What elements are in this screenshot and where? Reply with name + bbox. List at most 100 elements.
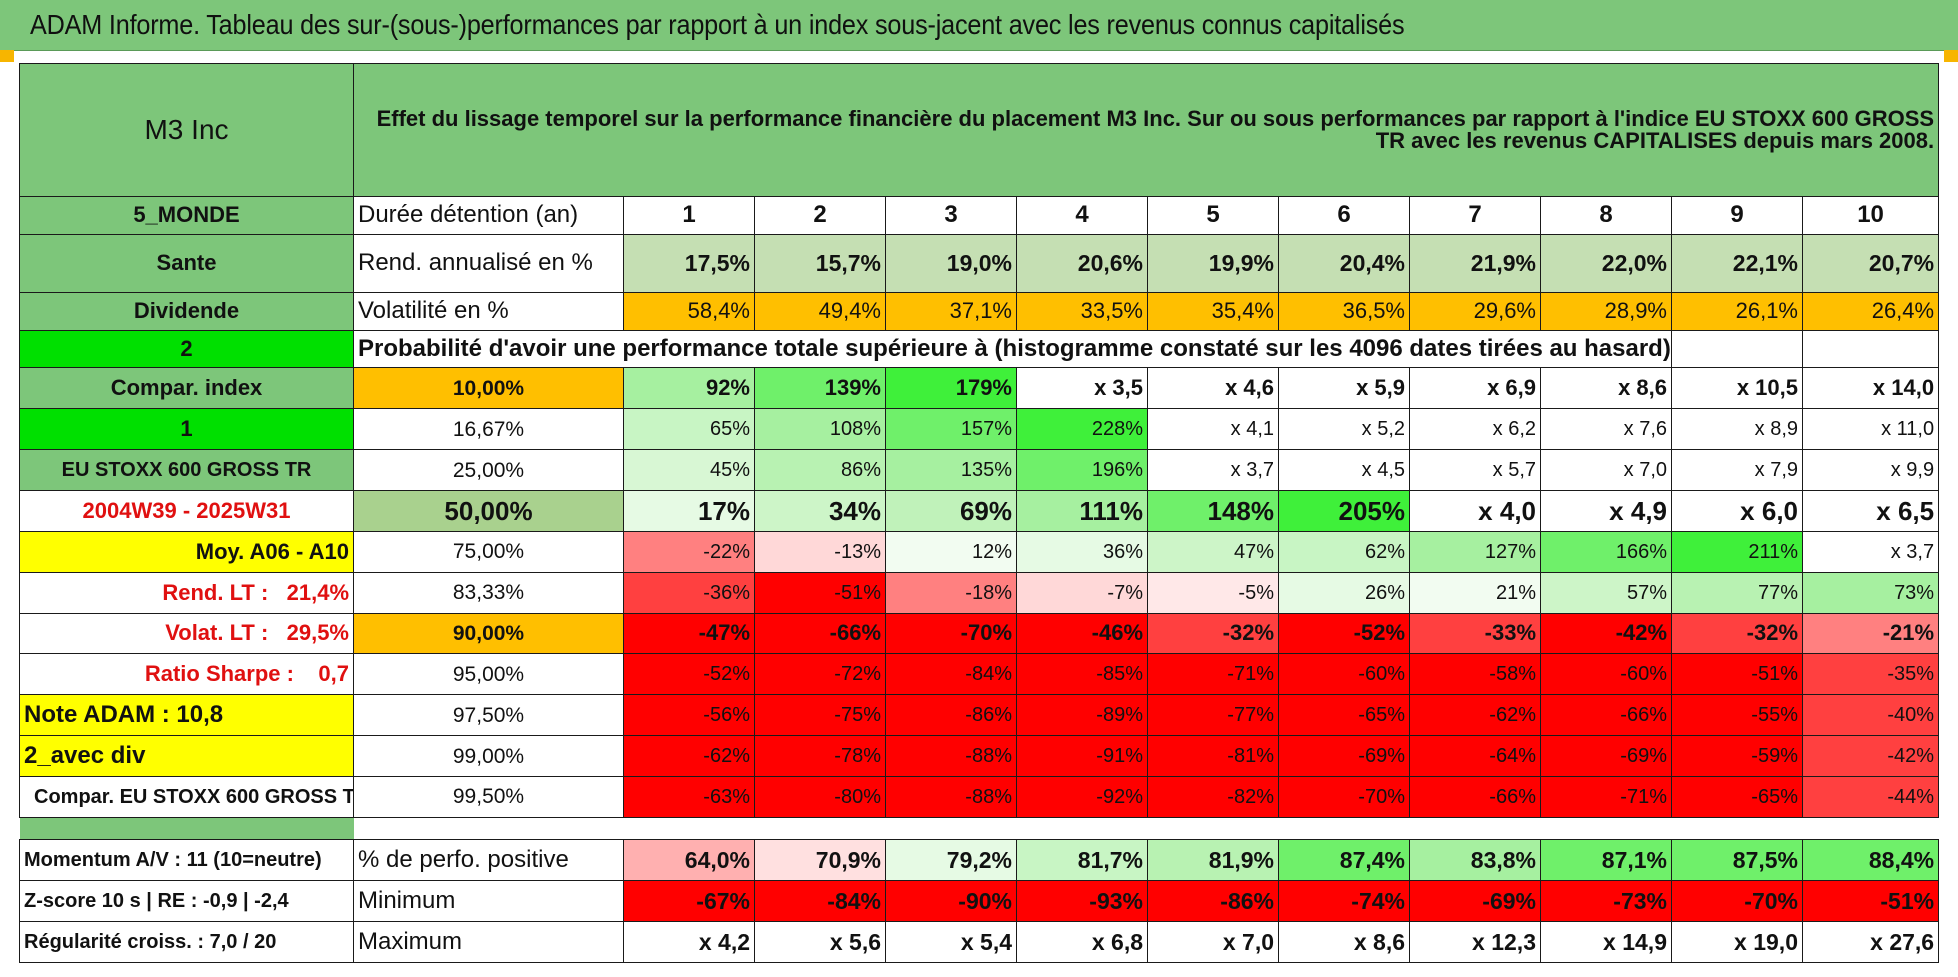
maximum-cell: x 7,0 bbox=[1147, 921, 1279, 963]
volatility-cell: 37,1% bbox=[885, 291, 1017, 331]
performance-cell: -86% bbox=[885, 694, 1017, 737]
performance-cell: 77% bbox=[1671, 571, 1803, 614]
performance-cell: 228% bbox=[1016, 408, 1148, 451]
performance-cell: 196% bbox=[1016, 449, 1148, 491]
performance-cell: x 5,2 bbox=[1278, 408, 1410, 451]
probability-level: 75,00% bbox=[353, 530, 624, 573]
performance-cell: x 3,5 bbox=[1016, 367, 1148, 410]
performance-cell: -89% bbox=[1016, 694, 1148, 737]
performance-cell: 73% bbox=[1801, 571, 1940, 614]
positive-cell: 87,5% bbox=[1671, 839, 1803, 882]
performance-cell: x 4,0 bbox=[1409, 489, 1541, 532]
probability-row: Rend. LT : 21,4% 83,33% -36% -51% -18% -7% -5… bbox=[19, 571, 1940, 614]
spacer-cell bbox=[353, 817, 1939, 840]
sharpe-ratio: Ratio Sharpe : 0,7 bbox=[19, 653, 354, 696]
maximum-cell: x 12,3 bbox=[1409, 921, 1541, 963]
performance-cell: -85% bbox=[1016, 653, 1148, 696]
performance-cell: -55% bbox=[1671, 694, 1803, 737]
minimum-label: Minimum bbox=[353, 880, 624, 923]
return-cell: 19,9% bbox=[1147, 233, 1279, 293]
performance-cell: -52% bbox=[1278, 612, 1410, 655]
adam-score: Note ADAM : 10,8 bbox=[19, 694, 354, 737]
performance-cell: -70% bbox=[1278, 776, 1410, 818]
performance-cell: x 6,2 bbox=[1409, 408, 1541, 451]
years-label: Durée détention (an) bbox=[353, 195, 624, 235]
performance-cell: -18% bbox=[885, 571, 1017, 614]
long-term-return: Rend. LT : 21,4% bbox=[19, 571, 354, 614]
performance-cell: 26% bbox=[1278, 571, 1410, 614]
volatility-cell: 33,5% bbox=[1016, 291, 1148, 331]
performance-cell: 92% bbox=[623, 367, 755, 410]
volatility-cell: 26,1% bbox=[1671, 291, 1803, 331]
table-description: Effet du lissage temporel sur la perform… bbox=[352, 63, 1940, 197]
performance-cell: -13% bbox=[754, 530, 886, 573]
positive-cell: 70,9% bbox=[754, 839, 886, 882]
positive-cell: 81,9% bbox=[1147, 839, 1279, 882]
year-header-cell: 2 bbox=[754, 195, 886, 235]
performance-cell: -77% bbox=[1147, 694, 1279, 737]
performance-cell: x 6,9 bbox=[1409, 367, 1541, 410]
performance-cell: -5% bbox=[1147, 571, 1279, 614]
probability-row: EU STOXX 600 GROSS TR 25,00% 45% 86% 135% 19… bbox=[19, 449, 1940, 491]
performance-cell: 127% bbox=[1409, 530, 1541, 573]
year-header-cell: 6 bbox=[1278, 195, 1410, 235]
volatility-cell: 28,9% bbox=[1540, 291, 1672, 331]
comparison-name: Compar. EU STOXX 600 GROSS TR bbox=[19, 776, 354, 818]
performance-cell: 166% bbox=[1540, 530, 1672, 573]
performance-cell: 47% bbox=[1147, 530, 1279, 573]
period-label: 2004W39 - 2025W31 bbox=[19, 489, 354, 532]
performance-cell: -65% bbox=[1278, 694, 1410, 737]
performance-cell: -66% bbox=[754, 612, 886, 655]
probability-title: Probabilité d'avoir une performance tota… bbox=[353, 329, 1672, 369]
performance-cell: -40% bbox=[1801, 694, 1940, 737]
selector-value-1[interactable]: 2 bbox=[19, 329, 354, 369]
probability-row: Ratio Sharpe : 0,7 95,00% -52% -72% -84% -85… bbox=[19, 653, 1940, 696]
probability-level: 50,00% bbox=[353, 489, 624, 532]
positive-cell: 64,0% bbox=[623, 839, 755, 882]
performance-cell: x 11,0 bbox=[1801, 408, 1940, 451]
performance-cell: x 8,9 bbox=[1671, 408, 1803, 451]
performance-cell: -91% bbox=[1016, 735, 1148, 777]
positive-row: Momentum A/V : 11 (10=neutre) % de perfo… bbox=[19, 839, 1940, 882]
performance-cell: 157% bbox=[885, 408, 1017, 451]
selector-value-2[interactable]: 1 bbox=[19, 408, 354, 451]
positive-cell: 79,2% bbox=[885, 839, 1017, 882]
volatility-cell: 29,6% bbox=[1409, 291, 1541, 331]
performance-cell: -47% bbox=[623, 612, 755, 655]
volatility-row: Dividende Volatilité en % 58,4% 49,4% 37,1… bbox=[19, 291, 1940, 331]
probability-row: 2004W39 - 2025W31 50,00% 17% 34% 69% 111% 148… bbox=[19, 489, 1940, 532]
probability-row: Moy. A06 - A10 75,00% -22% -13% 12% 36% 47% 62… bbox=[19, 530, 1940, 573]
maximum-cell: x 14,9 bbox=[1540, 921, 1672, 963]
performance-cell: -36% bbox=[623, 571, 755, 614]
year-header-cell: 10 bbox=[1801, 195, 1940, 235]
minimum-cell: -69% bbox=[1409, 880, 1541, 923]
performance-cell: 148% bbox=[1147, 489, 1279, 532]
return-label: Rend. annualisé en % bbox=[353, 233, 624, 293]
performance-cell: x 7,0 bbox=[1540, 449, 1672, 491]
years-row: 5_MONDE Durée détention (an) 1 2 3 4 5 6 7 8 9 10 bbox=[19, 195, 1940, 235]
performance-cell: -32% bbox=[1147, 612, 1279, 655]
probability-row: 2_avec div 99,00% -62% -78% -88% -91% -81% -69… bbox=[19, 735, 1940, 777]
performance-cell: 111% bbox=[1016, 489, 1148, 532]
long-term-volatility: Volat. LT : 29,5% bbox=[19, 612, 354, 655]
performance-cell: 65% bbox=[623, 408, 755, 451]
probability-level: 99,00% bbox=[353, 735, 624, 777]
performance-cell: -78% bbox=[754, 735, 886, 777]
year-header-cell: 9 bbox=[1671, 195, 1803, 235]
performance-cell: 205% bbox=[1278, 489, 1410, 532]
return-cell: 17,5% bbox=[623, 233, 755, 293]
performance-cell: 179% bbox=[885, 367, 1017, 410]
positive-label: % de perfo. positive bbox=[353, 839, 624, 882]
performance-cell: x 3,7 bbox=[1801, 530, 1940, 573]
maximum-cell: x 5,4 bbox=[885, 921, 1017, 963]
return-cell: 21,9% bbox=[1409, 233, 1541, 293]
performance-cell: -60% bbox=[1278, 653, 1410, 696]
performance-cell: -64% bbox=[1409, 735, 1541, 777]
probability-row: Volat. LT : 29,5% 90,00% -47% -66% -70% -46%… bbox=[19, 612, 1940, 655]
return-cell: 20,6% bbox=[1016, 233, 1148, 293]
probability-title-row: 2 Probabilité d'avoir une performance to… bbox=[19, 329, 1940, 369]
performance-cell: x 5,9 bbox=[1278, 367, 1410, 410]
compar-index-label: Compar. index bbox=[19, 367, 354, 410]
performance-cell: 135% bbox=[885, 449, 1017, 491]
probability-row: Compar. index 10,00% 92% 139% 179% x 3,5 x 4,… bbox=[19, 367, 1940, 410]
